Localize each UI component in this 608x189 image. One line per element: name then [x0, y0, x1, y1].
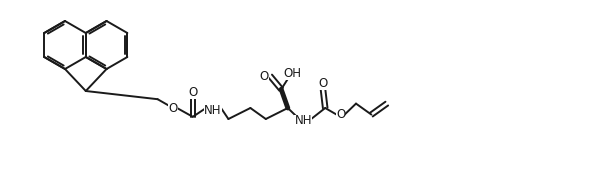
- Text: O: O: [168, 101, 178, 115]
- Text: O: O: [188, 86, 198, 99]
- Text: NH: NH: [204, 104, 222, 116]
- Text: NH: NH: [294, 115, 312, 128]
- Text: O: O: [336, 108, 345, 121]
- Text: O: O: [319, 77, 328, 90]
- Text: OH: OH: [283, 67, 301, 80]
- Text: O: O: [260, 70, 269, 83]
